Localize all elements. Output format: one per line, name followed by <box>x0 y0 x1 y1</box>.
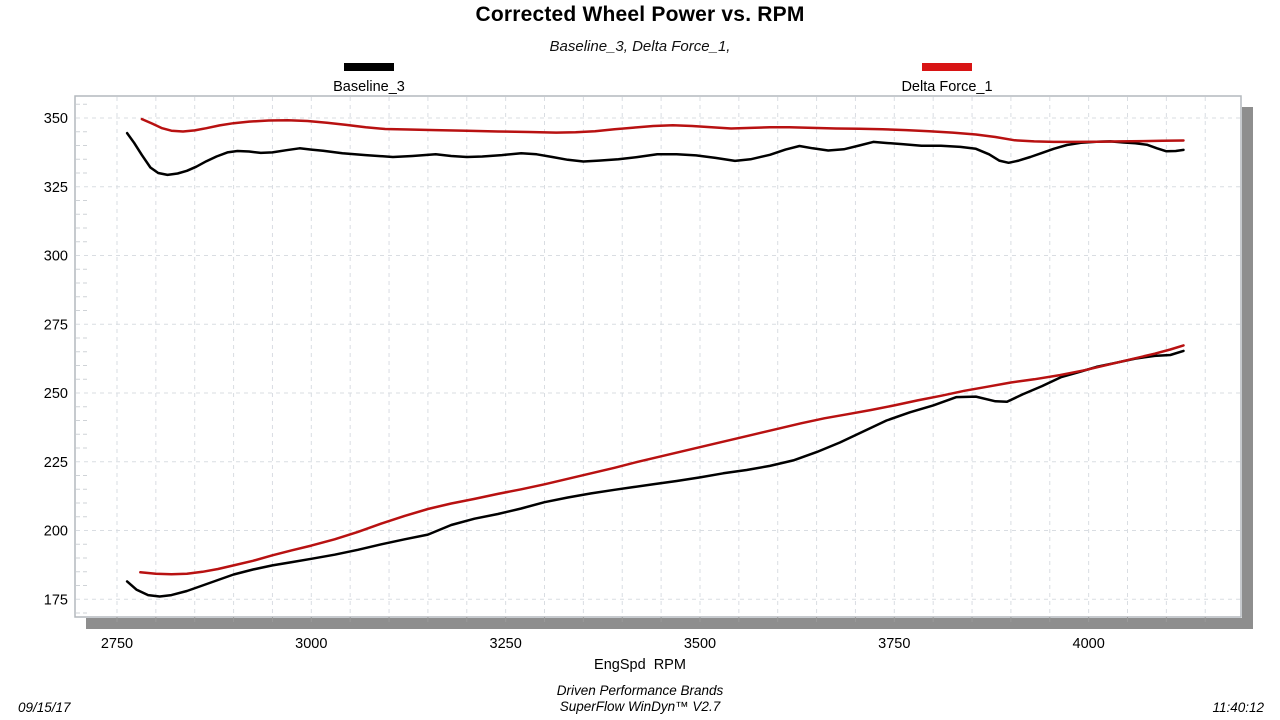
dyno-chart-plot: 2750 3000 3250 3500 3750 4000 175 200 225 250 275 3… <box>44 63 1253 652</box>
footer-app-version: SuperFlow WinDyn™ V2.7 <box>559 699 721 714</box>
x-tick-label: 3000 <box>295 636 327 652</box>
plot-frame <box>74 95 1242 618</box>
legend-label-delta-force-1: Delta Force_1 <box>901 79 992 95</box>
y-tick-label: 225 <box>44 455 68 471</box>
chart-subtitle: Baseline_3, Delta Force_1, <box>549 38 731 55</box>
y-tick-label: 175 <box>44 592 68 608</box>
legend-swatch-delta-force-1 <box>922 63 972 71</box>
y-tick-label: 250 <box>44 386 68 402</box>
x-tick-label: 2750 <box>101 636 133 652</box>
legend-label-baseline-3: Baseline_3 <box>333 79 405 95</box>
x-tick-label: 3500 <box>684 636 716 652</box>
footer-date: 09/15/17 <box>18 700 71 715</box>
y-tick-label: 350 <box>44 111 68 127</box>
y-tick-label: 300 <box>44 249 68 265</box>
series-baseline-3 <box>125 349 1185 598</box>
chart-title: Corrected Wheel Power vs. RPM <box>475 3 805 26</box>
x-axis-label: EngSpd RPM <box>594 657 686 673</box>
series-delta-force-1 <box>140 117 1185 144</box>
legend-swatch-baseline-3 <box>344 63 394 71</box>
x-tick-label: 4000 <box>1073 636 1105 652</box>
footer-time: 11:40:12 <box>1212 700 1264 715</box>
plot-shadow-right <box>1242 107 1253 629</box>
x-tick-label: 3250 <box>490 636 522 652</box>
plot-shadow-bottom <box>86 618 1253 629</box>
series-baseline-3 <box>125 131 1185 177</box>
y-tick-label: 325 <box>44 180 68 196</box>
y-tick-label: 200 <box>44 524 68 540</box>
footer-brand: Driven Performance Brands <box>556 683 724 698</box>
y-tick-label: 275 <box>44 317 68 333</box>
x-tick-label: 3750 <box>878 636 910 652</box>
series-delta-force-1 <box>139 344 1185 576</box>
